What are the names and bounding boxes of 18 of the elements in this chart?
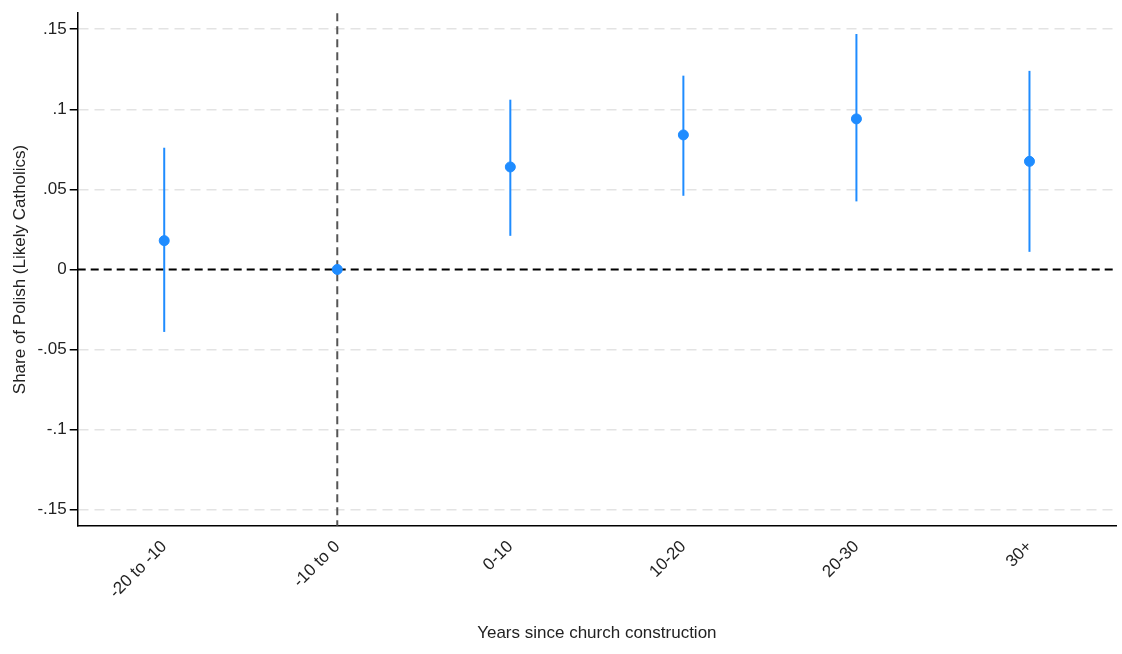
point xyxy=(158,235,170,247)
y-tick-label: .05 xyxy=(43,179,67,199)
x-tick-label: 30+ xyxy=(1001,536,1036,571)
y-axis-title: Share of Polish (Likely Catholics) xyxy=(9,144,29,395)
y-tick-label: .15 xyxy=(43,18,67,38)
x-axis-title: Years since church construction xyxy=(477,623,717,643)
y-tick-label: .1 xyxy=(52,98,67,118)
point xyxy=(331,263,343,275)
y-tick-label: 0 xyxy=(57,259,67,279)
point xyxy=(504,161,516,173)
point xyxy=(1023,155,1035,167)
y-tick-label: -.1 xyxy=(46,419,67,439)
point xyxy=(677,129,689,141)
x-tick-label: -20 to -10 xyxy=(105,536,171,602)
y-tick-label: -.15 xyxy=(37,499,67,519)
x-tick-label: -10 to 0 xyxy=(289,536,344,591)
point xyxy=(850,113,862,125)
y-tick-label: -.05 xyxy=(37,339,67,359)
